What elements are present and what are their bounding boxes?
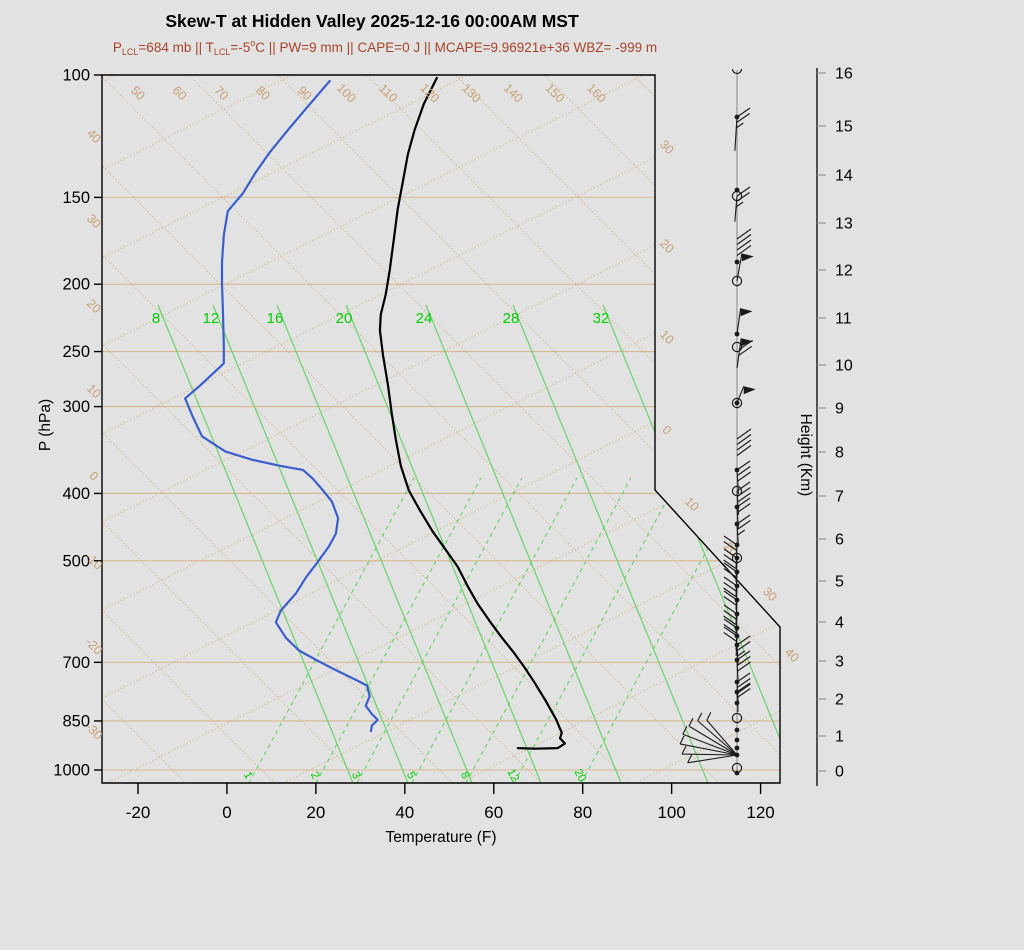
pressure-tick-label: 500: [62, 552, 90, 570]
isopleth-label-top: 110: [376, 81, 400, 105]
isopleth-label-right: 20: [657, 236, 677, 256]
isopleth-label-right: 10: [657, 327, 677, 347]
sounding-curves: [184, 76, 567, 750]
isopleth-label-left: 30: [84, 211, 104, 231]
isopleth-label-top: 120: [417, 81, 442, 106]
mixing-ratio-label: 3: [349, 770, 363, 781]
temperature-tick-label: 100: [657, 803, 685, 822]
temperature-tick-label: 80: [573, 803, 592, 822]
height-tick-label: 0: [835, 764, 844, 781]
isopleth-label-top: 100: [334, 81, 359, 106]
moist-adiabat-label: 24: [416, 310, 433, 327]
isopleth-label-right: 30: [657, 137, 677, 157]
height-tick-label: 11: [835, 311, 852, 328]
subtitle-segment: LCL: [121, 47, 139, 57]
chart-title: Skew-T at Hidden Valley 2025-12-16 00:00…: [165, 11, 579, 31]
height-tick-label: 4: [835, 615, 844, 632]
temperature-tick-label: 120: [746, 803, 774, 822]
height-tick-label: 2: [835, 692, 844, 709]
mixing-ratio-label: 12: [504, 767, 521, 784]
subtitle-segment: =684 mb || T: [138, 40, 214, 55]
chart-subtitle: PLCL=684 mb || TLCL=-5oC || PW=9 mm || C…: [0, 38, 770, 57]
isopleth-label-right: 0: [659, 423, 674, 438]
isopleth-label-right: 30: [760, 584, 780, 604]
pressure-tick-label: 1000: [53, 762, 90, 780]
height-tick-label: 15: [835, 119, 853, 136]
plot-frame: [94, 68, 826, 794]
temperature-tick-label: -20: [126, 803, 151, 822]
subtitle-segment: LCL: [213, 47, 231, 57]
isopleth-label-top: 50: [128, 83, 148, 103]
subtitle-segment: C || PW=9 mm || CAPE=0 J || MCAPE=9.9692…: [255, 40, 658, 55]
mixing-ratio-label: 2: [308, 770, 322, 781]
temperature-tick-label: 20: [306, 803, 325, 822]
pressure-axis-label: P (hPa): [37, 399, 54, 451]
height-tick-label: 5: [835, 574, 844, 591]
isopleth-label-top: 80: [253, 83, 273, 103]
height-tick-label: 6: [835, 532, 844, 549]
moist-adiabat-label: 20: [336, 310, 353, 327]
isopleth-label-top: 140: [501, 81, 526, 106]
height-tick-label: 10: [835, 358, 853, 375]
height-axis-label: Height (Km): [797, 414, 814, 497]
pressure-tick-label: 400: [62, 485, 90, 503]
pressure-tick-label: 700: [62, 654, 90, 672]
temperature-tick-label: 60: [484, 803, 503, 822]
moist-adiabat-label: 12: [203, 310, 220, 327]
height-tick-label: 3: [835, 654, 844, 671]
height-tick-label: 1: [835, 729, 844, 746]
temperature-curve: [378, 76, 567, 750]
isopleth-label-top: 90: [295, 83, 315, 103]
pressure-tick-label: 100: [62, 67, 90, 85]
subtitle-segment: =-5: [230, 40, 251, 55]
pressure-tick-label: 850: [62, 712, 90, 730]
x-axis-label: Temperature (F): [385, 829, 496, 846]
moist-adiabat-label: 32: [593, 310, 610, 327]
wind-barbs: [679, 68, 756, 776]
mixing-ratio-label: 5: [404, 770, 418, 781]
height-tick-label: 8: [835, 445, 844, 462]
height-tick-label: 13: [835, 216, 853, 233]
pressure-tick-label: 200: [62, 276, 90, 294]
moist-adiabat-label: 8: [152, 310, 160, 327]
isopleth-label-left: 20: [84, 296, 104, 316]
moist-adiabat-label: 28: [503, 310, 520, 327]
height-tick-label: 7: [835, 489, 844, 506]
moist-adiabat-label: 16: [267, 310, 284, 327]
isopleth-label-right: 10: [682, 494, 702, 514]
subtitle-segment: P: [112, 40, 122, 55]
temperature-tick-label: 0: [222, 803, 231, 822]
isopleth-label-top: 150: [543, 81, 568, 106]
isopleth-label-top: 60: [170, 83, 190, 103]
mixing-ratio-label: 1: [241, 770, 255, 781]
pressure-tick-label: 300: [62, 398, 90, 416]
isopleth-label-top: 130: [459, 81, 484, 106]
mixing-ratio-label: 8: [458, 770, 472, 781]
height-tick-label: 12: [835, 263, 853, 280]
temperature-tick-label: 40: [395, 803, 414, 822]
mixing-ratio-label: 20: [571, 767, 588, 784]
height-tick-label: 14: [835, 168, 853, 185]
isopleth-label-left: 40: [84, 126, 104, 146]
isopleth-label-top: 160: [584, 81, 609, 106]
pressure-tick-label: 150: [62, 189, 90, 207]
height-tick-label: 16: [835, 66, 853, 83]
height-tick-label: 9: [835, 401, 844, 418]
pressure-tick-label: 250: [62, 343, 90, 361]
isopleth-label-left: 0: [86, 469, 101, 484]
isopleth-label-right: 40: [782, 645, 802, 665]
subtitle-segment: o: [250, 38, 256, 48]
dewpoint-curve: [184, 79, 379, 733]
